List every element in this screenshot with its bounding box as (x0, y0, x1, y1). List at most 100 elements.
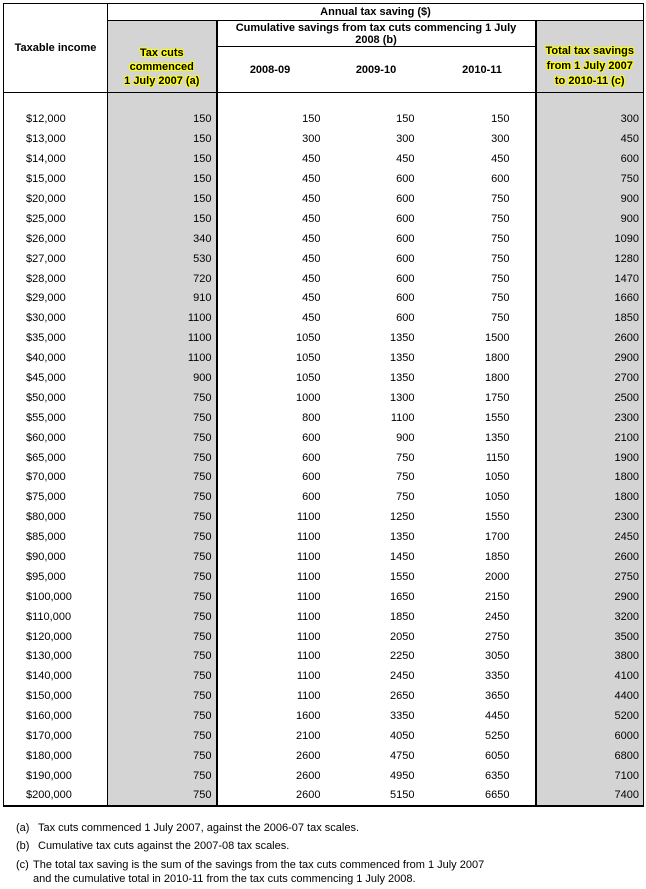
savings-2010-11-cell: 1150 (485, 451, 510, 464)
savings-2009-10-cell: 2050 (390, 630, 415, 643)
savings-2009-10-cell: 600 (396, 232, 415, 245)
tax-cuts-2007-cell: 750 (107, 706, 218, 727)
footnote-b: (b) Cumulative tax cuts against the 2007-… (16, 839, 626, 854)
savings-2010-11-cell: 750 (491, 212, 510, 225)
savings-2008-09-cell: 2100 (296, 730, 321, 743)
footnote-text: The total tax saving is the sum of the s… (33, 858, 485, 886)
savings-2010-11-cell: 1850 (485, 551, 510, 564)
total-savings-cell: 2450 (534, 527, 644, 548)
savings-2009-10-cell: 3350 (390, 710, 415, 723)
savings-2008-09-cell: 600 (302, 451, 321, 464)
savings-2008-09-cell: 1100 (296, 650, 321, 663)
income-cell: $70,000 (3, 467, 108, 488)
tax-cuts-2007-cell: 340 (107, 228, 218, 249)
tax-cuts-2007-cell: 750 (107, 606, 218, 627)
table-row: $180,000 750 2600 4750 6050 6800 (3, 746, 644, 766)
savings-2008-09-cell: 150 (302, 113, 321, 126)
table-row: $75,000 750 600 750 1050 1800 (3, 487, 644, 508)
savings-2008-09-cell: 600 (302, 431, 321, 444)
savings-2009-10-cell: 1850 (390, 610, 415, 623)
savings-2009-10-cell: 750 (396, 471, 415, 484)
table-row: $55,000 750 800 1100 1550 2300 (3, 407, 644, 428)
tax-cuts-2007-cell: 1100 (107, 348, 218, 369)
savings-2010-11-cell: 750 (491, 312, 510, 325)
savings-2010-11-cell: 1050 (485, 491, 510, 504)
table-row: $35,000 1100 1050 1350 1500 2600 (3, 328, 644, 349)
savings-2010-11-cell: 3350 (485, 670, 510, 683)
tax-cuts-2007-cell: 1100 (107, 328, 218, 349)
income-cell: $110,000 (3, 606, 108, 627)
header-taxable-income: Taxable income (3, 3, 108, 93)
total-savings-cell: 900 (534, 208, 644, 229)
savings-2010-11-cell: 1350 (485, 431, 510, 444)
savings-2008-09-cell: 1100 (296, 590, 321, 603)
savings-2008-09-cell: 800 (302, 411, 321, 424)
total-savings-cell: 1470 (534, 268, 644, 289)
table-row: $110,000 750 1100 1850 2450 3200 (3, 606, 644, 627)
total-savings-cell: 7400 (534, 785, 644, 806)
tax-cuts-2007-cell: 750 (107, 487, 218, 508)
savings-2010-11-cell: 3650 (485, 690, 510, 703)
tax-cuts-2007-cell: 750 (107, 646, 218, 667)
savings-2008-09-cell: 450 (302, 193, 321, 205)
tax-cuts-2007-cell: 750 (107, 765, 218, 786)
savings-2008-09-cell: 450 (302, 173, 321, 186)
income-cell: $55,000 (3, 407, 108, 428)
savings-2010-11-cell: 150 (491, 113, 510, 126)
tax-cuts-2007-cell: 150 (107, 169, 218, 190)
savings-2010-11-cell: 1500 (485, 332, 510, 345)
total-savings-cell: 6000 (534, 726, 644, 746)
income-cell: $200,000 (3, 785, 108, 806)
savings-2009-10-cell: 2650 (390, 690, 415, 703)
footnote-text: Tax cuts commenced 1 July 2007, against … (38, 821, 360, 834)
tax-cuts-2007-cell: 150 (107, 208, 218, 229)
savings-2010-11-cell: 5250 (485, 730, 510, 743)
savings-2010-11-cell: 6650 (485, 789, 510, 802)
table-row: $170,000 750 2100 4050 5250 6000 (3, 726, 644, 746)
savings-2009-10-cell: 600 (396, 173, 415, 186)
income-cell: $180,000 (3, 746, 108, 766)
savings-2008-09-cell: 1050 (296, 372, 321, 385)
savings-2009-10-cell: 1300 (390, 391, 415, 404)
savings-2010-11-cell: 750 (491, 232, 510, 245)
savings-2009-10-cell: 600 (396, 292, 415, 305)
savings-2009-10-cell: 1350 (390, 531, 415, 544)
income-cell: $75,000 (3, 487, 108, 508)
total-savings-cell: 300 (534, 109, 644, 130)
tax-cuts-2007-cell: 750 (107, 686, 218, 707)
total-savings-cell: 900 (534, 189, 644, 209)
total-savings-cell: 1900 (534, 447, 644, 468)
header-year-2009-10: 2009-10 (322, 46, 430, 93)
savings-2009-10-cell: 1350 (390, 352, 415, 365)
total-savings-cell: 1660 (534, 288, 644, 309)
total-savings-cell: 4100 (534, 666, 644, 687)
table-row: $120,000 750 1100 2050 2750 3500 (3, 626, 644, 647)
income-cell: $140,000 (3, 666, 108, 687)
table-row: $60,000 750 600 900 1350 2100 (3, 427, 644, 448)
spacer-cell (323, 93, 430, 110)
savings-2009-10-cell: 4950 (390, 769, 415, 782)
spacer-cell (217, 93, 323, 110)
income-cell: $170,000 (3, 726, 108, 746)
table-body: $12,000 150 150 150 150 300 $13,000 150 300 300 30… (3, 92, 644, 806)
table-row: $90,000 750 1100 1450 1850 2600 (3, 547, 644, 567)
tax-savings-table: Taxable income Annual tax saving ($) Tax… (3, 3, 644, 807)
tax-cuts-2007-cell: 750 (107, 387, 218, 408)
income-cell: $85,000 (3, 527, 108, 548)
spacer-cell (430, 93, 536, 110)
spacer-cell (3, 92, 108, 110)
table-row: $13,000 150 300 300 300 450 (3, 129, 644, 150)
total-savings-cell: 1850 (534, 308, 644, 329)
income-cell: $26,000 (3, 228, 108, 249)
income-cell: $130,000 (3, 646, 108, 667)
savings-2010-11-cell: 1750 (485, 391, 510, 404)
savings-2009-10-cell: 600 (396, 193, 415, 205)
savings-2008-09-cell: 600 (302, 491, 321, 504)
savings-2008-09-cell: 450 (302, 252, 321, 265)
total-savings-cell: 1090 (534, 228, 644, 249)
savings-2010-11-cell: 750 (491, 193, 510, 205)
tax-cuts-2007-cell: 1100 (107, 308, 218, 329)
tax-cuts-2007-cell: 750 (107, 447, 218, 468)
savings-2009-10-cell: 1100 (390, 411, 415, 424)
savings-2009-10-cell: 450 (396, 153, 415, 166)
